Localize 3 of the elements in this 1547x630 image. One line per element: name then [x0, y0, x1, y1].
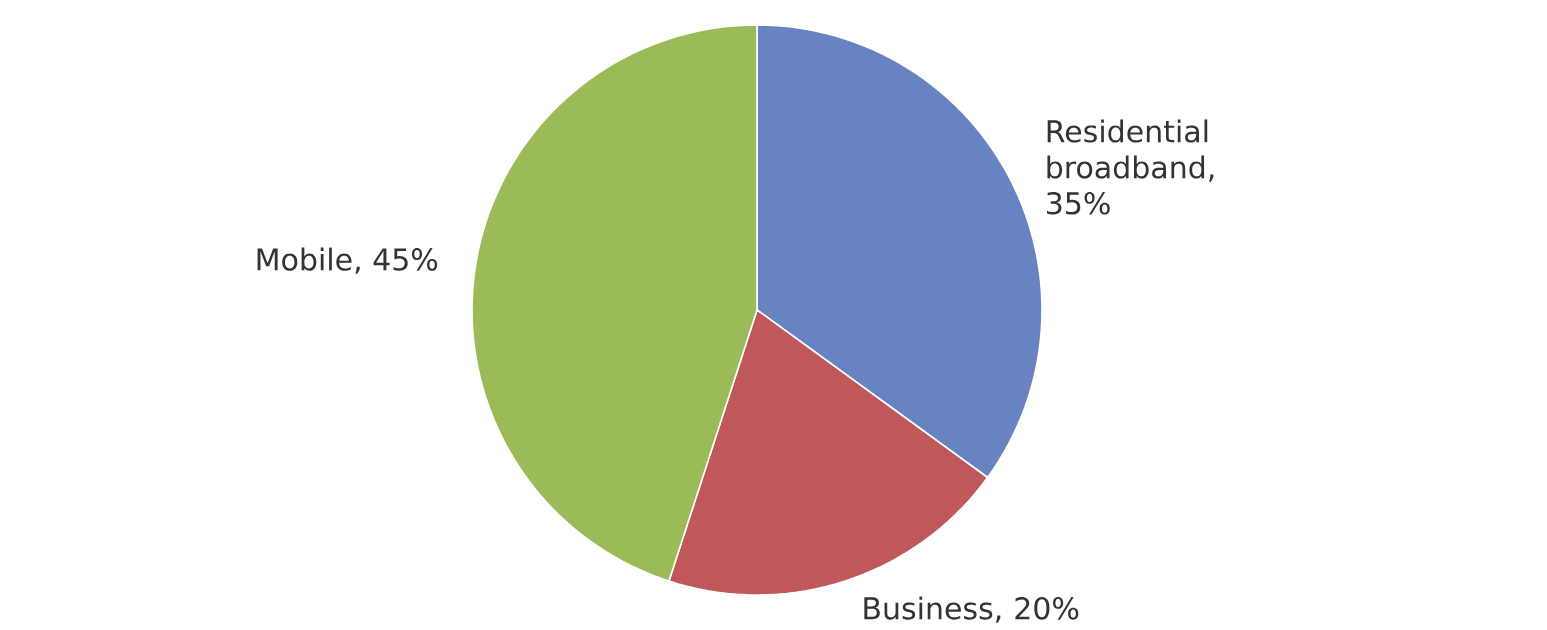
- data-label: Mobile, 45%: [257, 247, 438, 274]
- data-label: Business, 20%: [864, 596, 1079, 623]
- data-label: Residential broadband, 35%: [1047, 119, 1214, 215]
